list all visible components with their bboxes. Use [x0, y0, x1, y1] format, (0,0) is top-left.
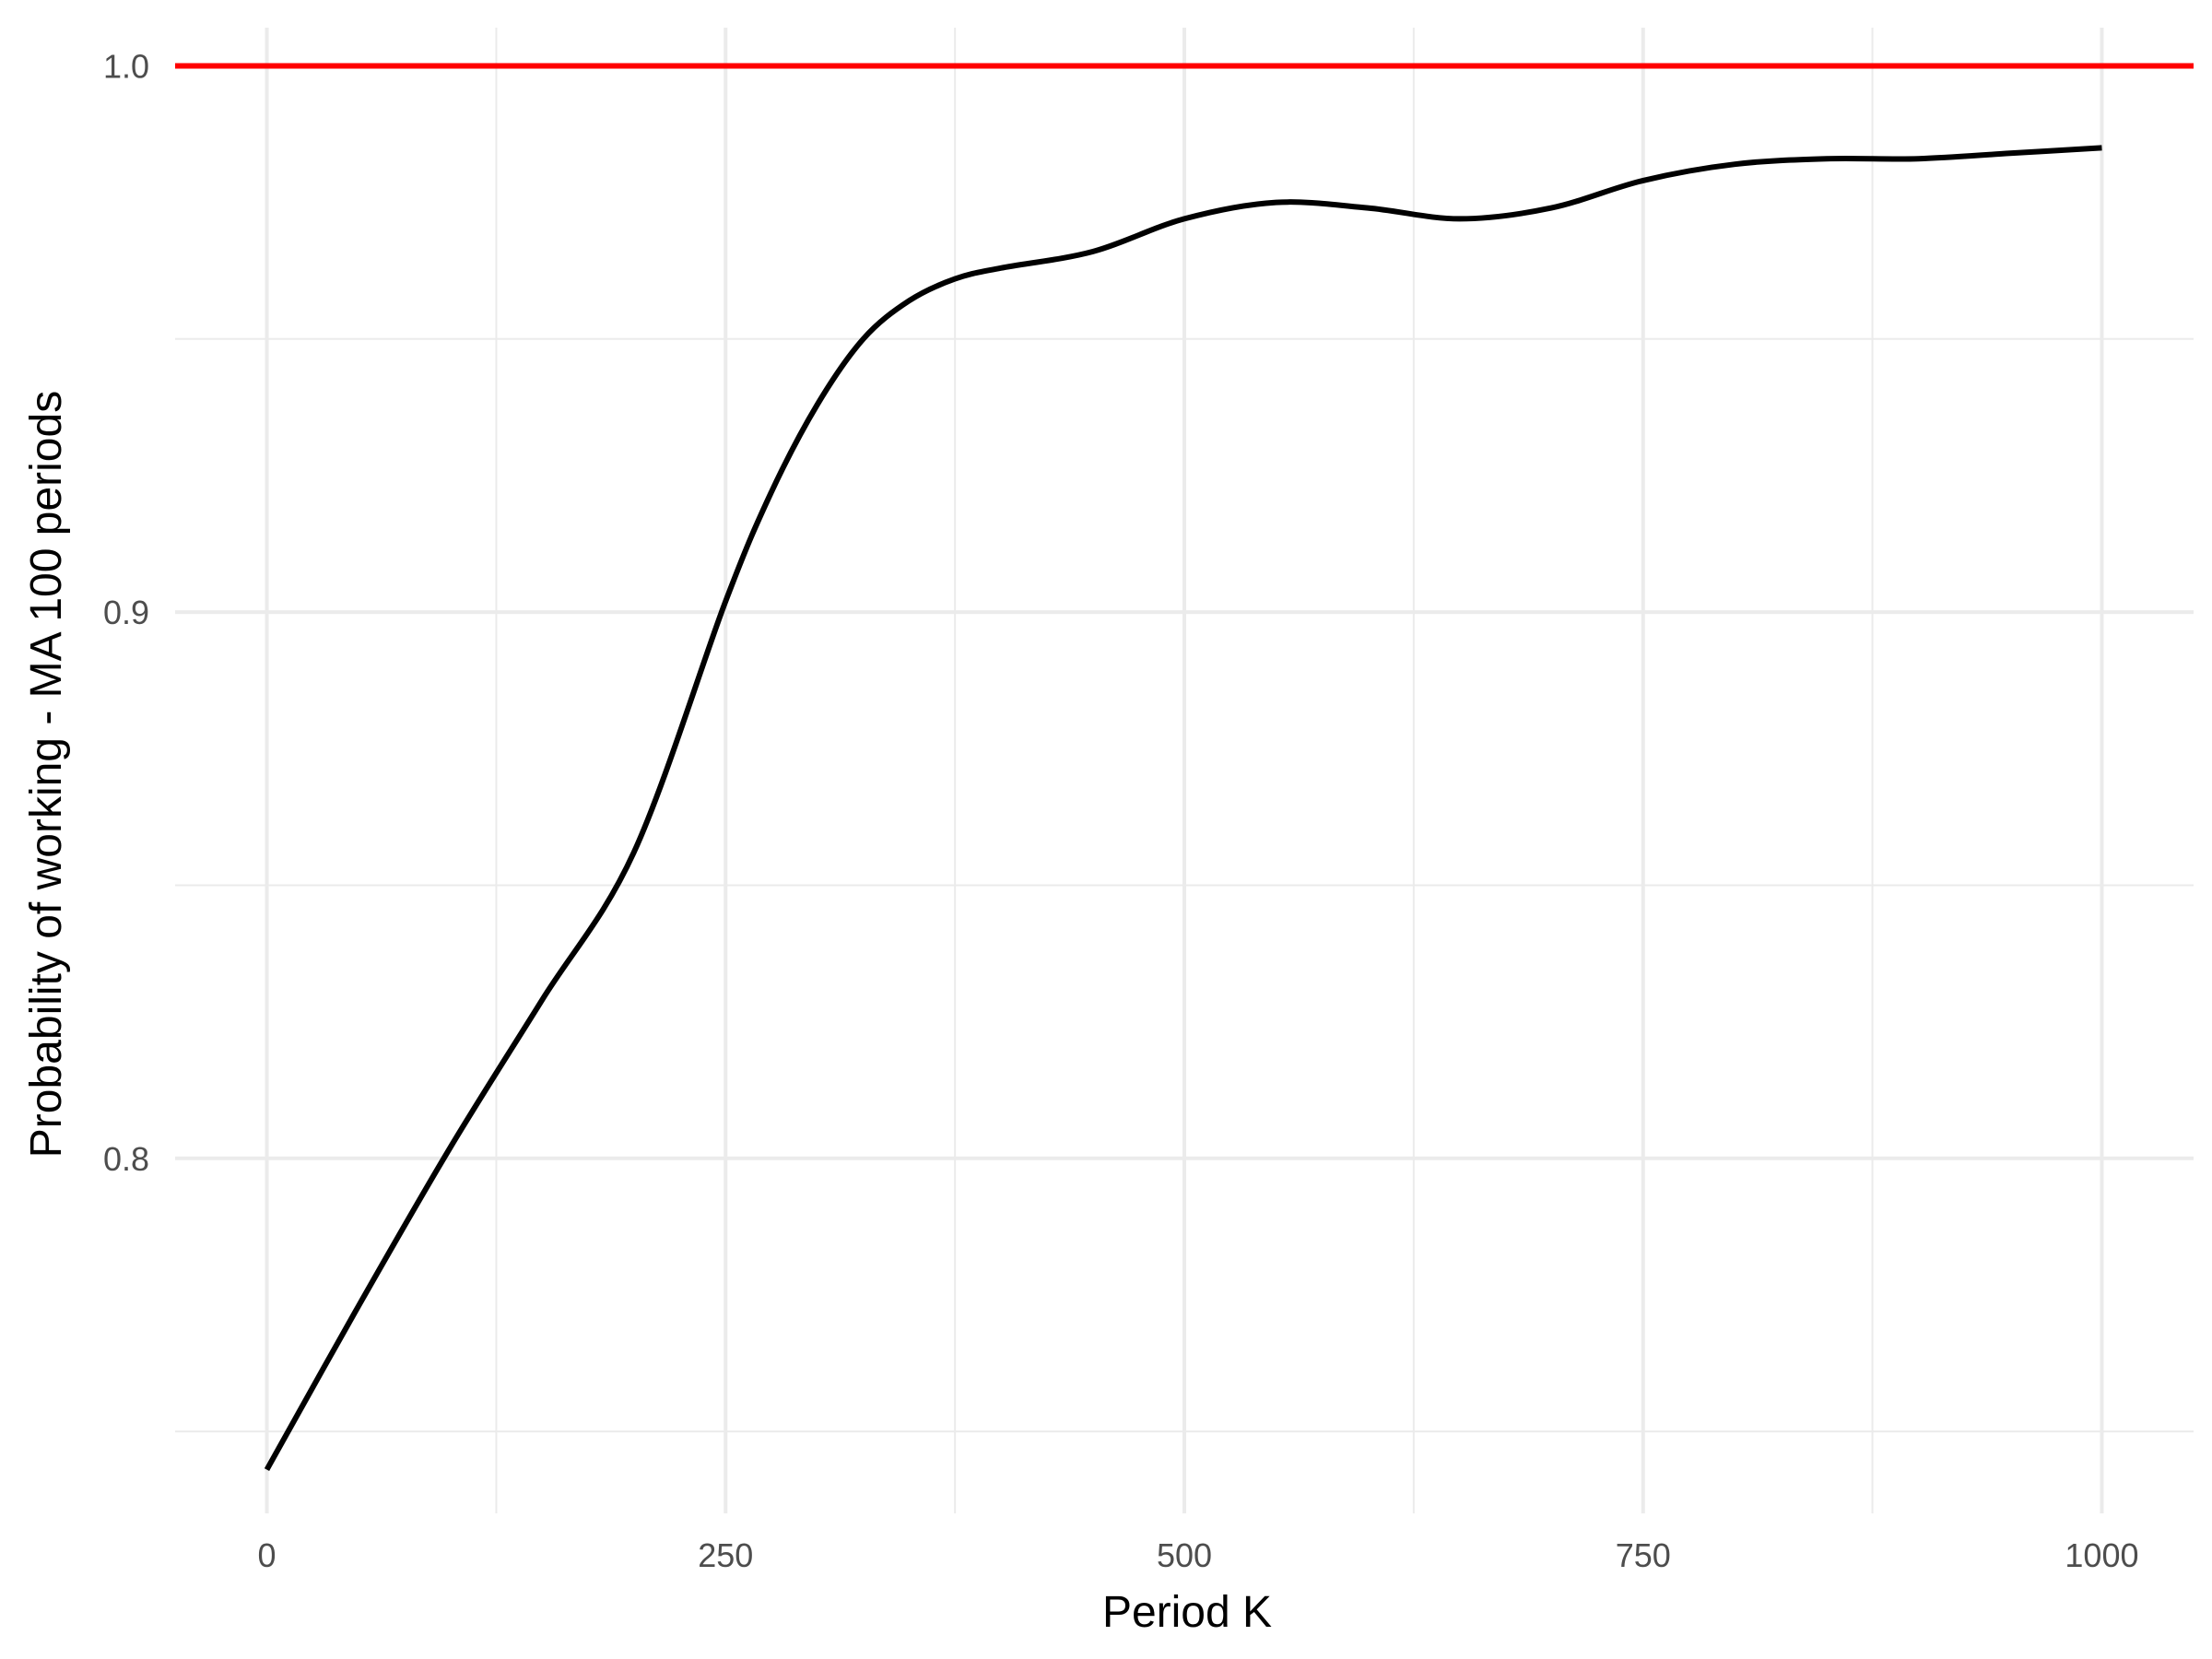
- major-gridlines: [175, 28, 2194, 1513]
- y-tick-labels: 0.8 0.9 1.0: [103, 47, 149, 1177]
- y-tick-label: 1.0: [103, 47, 149, 85]
- x-tick-label: 750: [1616, 1536, 1671, 1574]
- y-tick-label: 0.8: [103, 1140, 149, 1178]
- series-line: [264, 145, 2102, 1472]
- series-layer: [264, 145, 2102, 1472]
- x-tick-labels: 0 250 500 750 1000: [258, 1536, 2139, 1574]
- x-tick-label: 500: [1157, 1536, 1212, 1574]
- x-axis-title: Period K: [1102, 1588, 1272, 1637]
- x-tick-label: 0: [258, 1536, 276, 1574]
- y-axis-title: Probability of working - MA 100 periods: [22, 391, 71, 1158]
- x-tick-label: 250: [698, 1536, 753, 1574]
- y-tick-label: 0.9: [103, 594, 149, 631]
- x-tick-label: 1000: [2065, 1536, 2138, 1574]
